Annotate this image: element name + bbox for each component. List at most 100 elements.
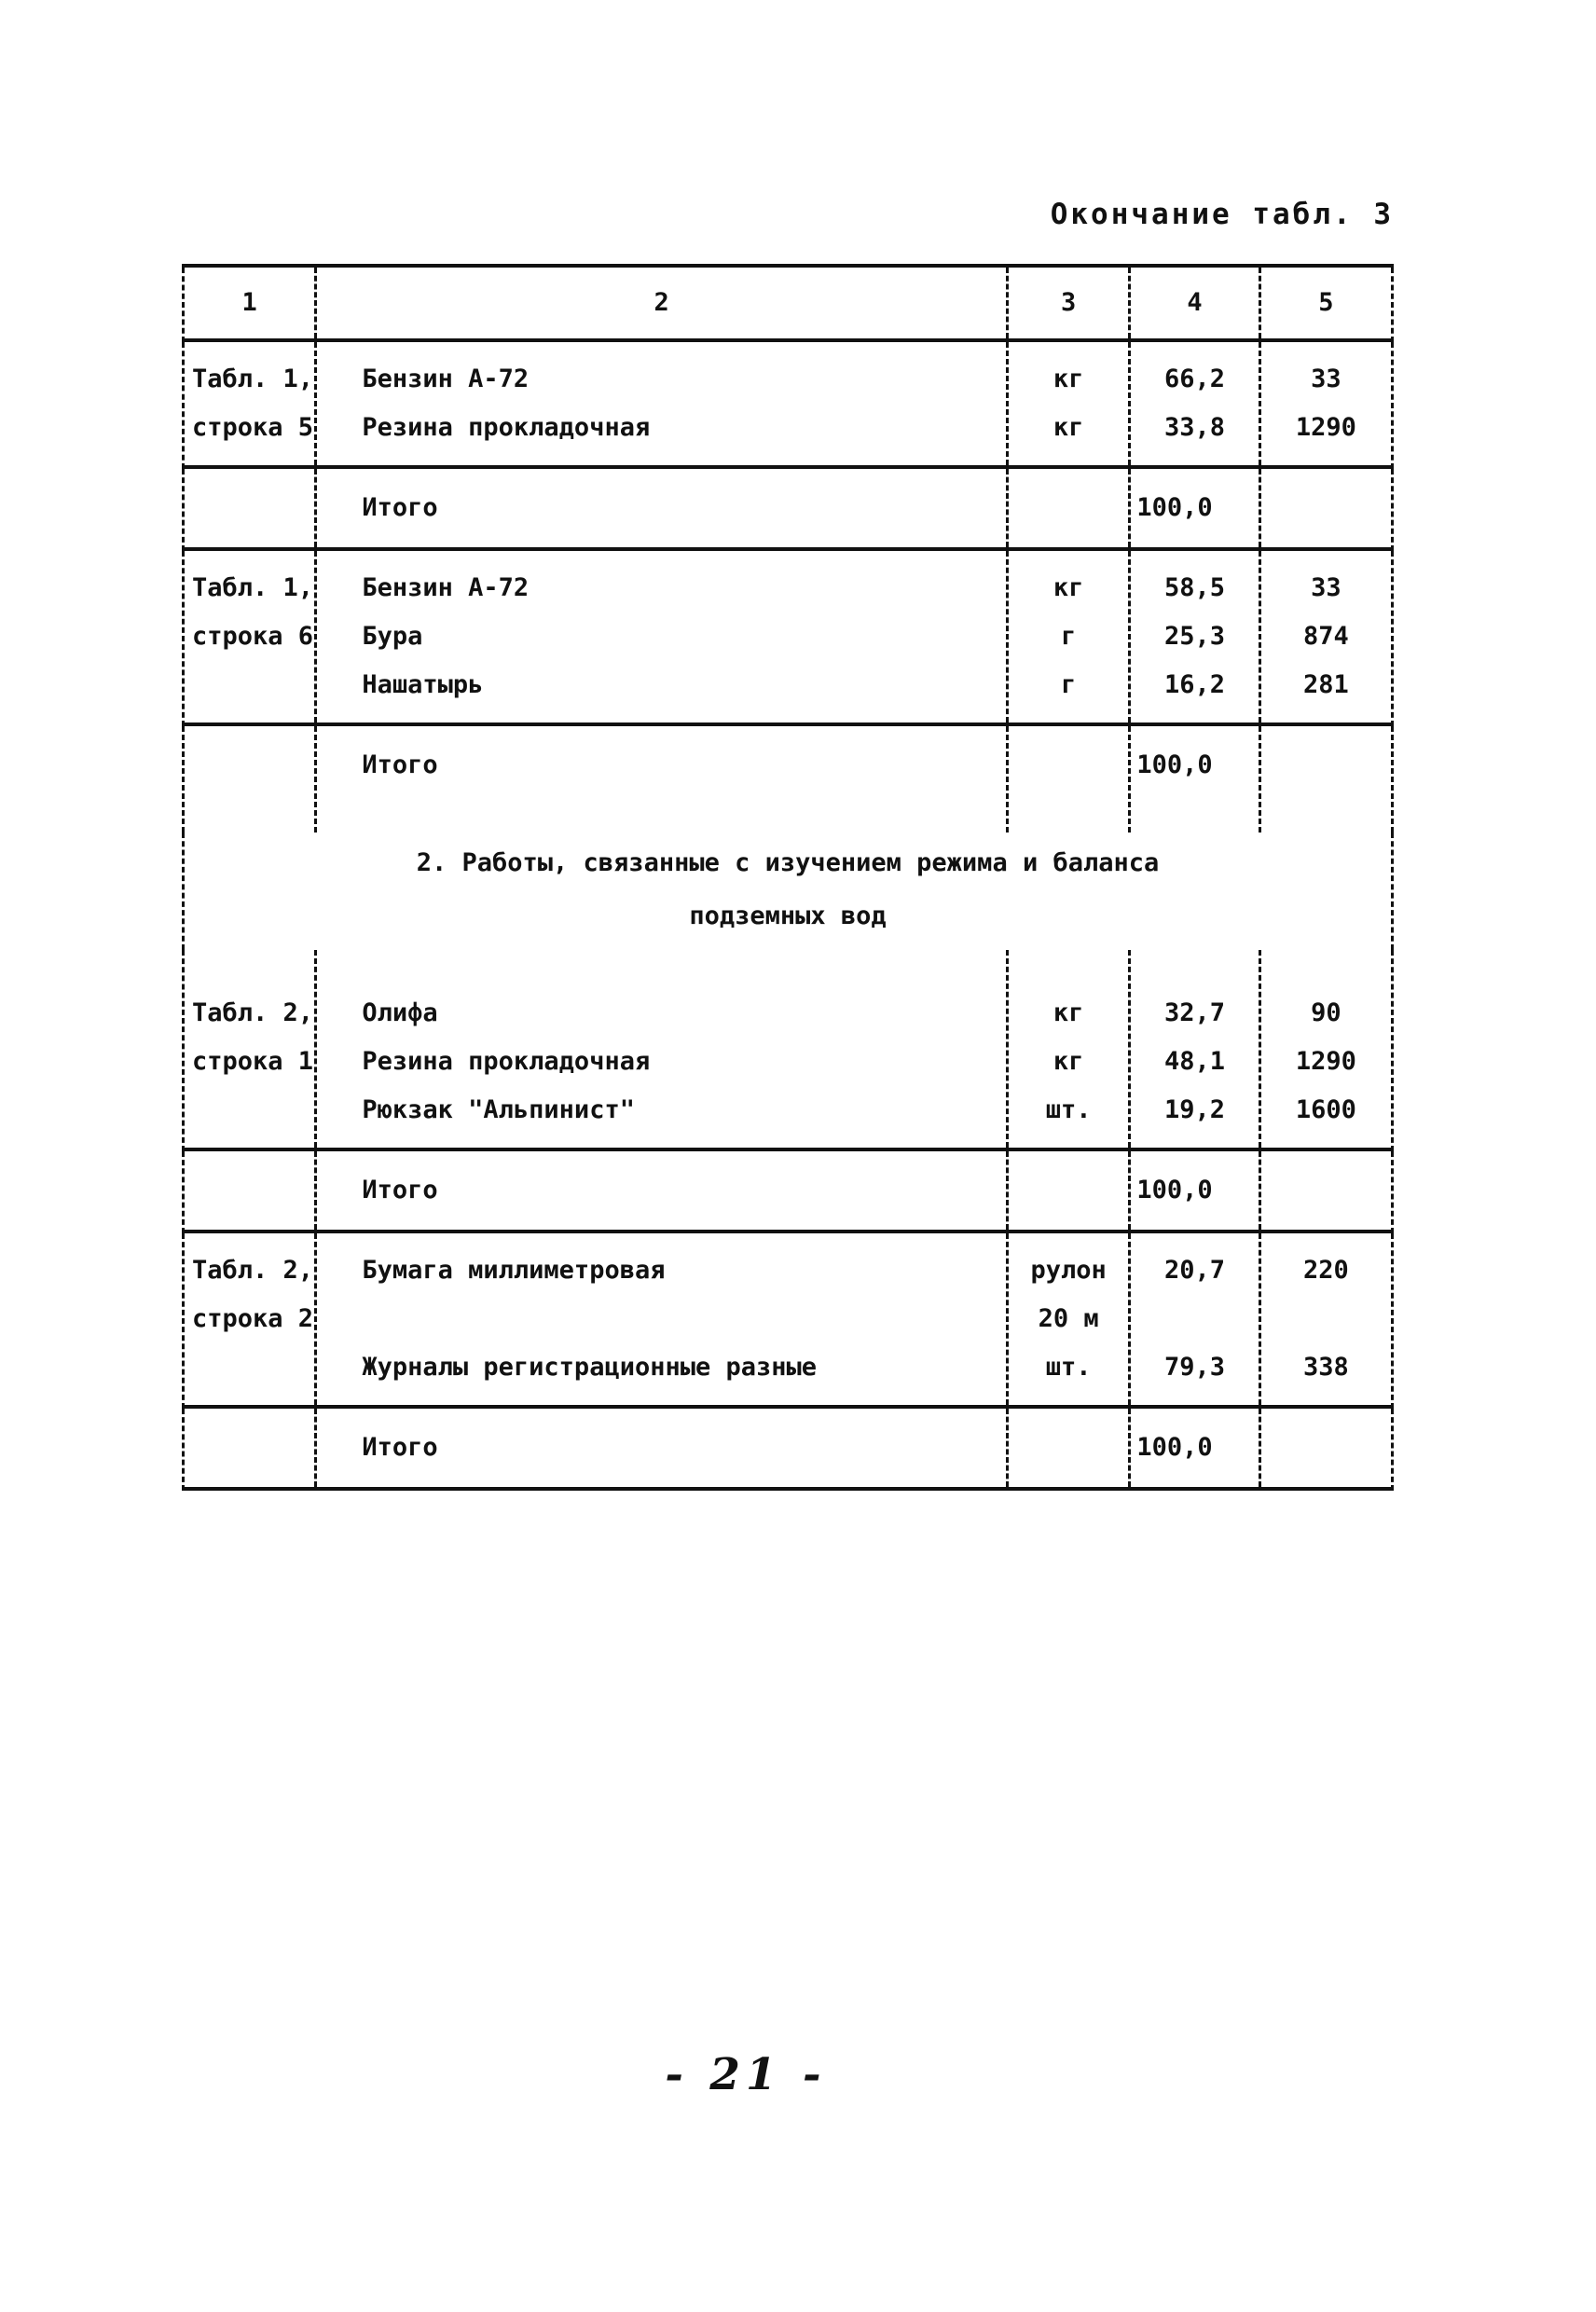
- column-header-cell: 2: [314, 268, 1006, 338]
- ref-cell: Табл. 1, строка 5: [185, 342, 314, 465]
- name-cell: Бензин А-72 Резина прокладочная: [314, 342, 1006, 465]
- name-cell: Итого: [314, 726, 1006, 833]
- table-text-line: 3: [1060, 288, 1077, 317]
- table-text-line: [1131, 1295, 1258, 1343]
- table-text-line: Итого: [362, 1433, 438, 1462]
- total-row: Итого 100,0: [182, 1151, 1394, 1233]
- table-text-line: строка 2: [192, 1304, 314, 1333]
- table-text-line: 874: [1302, 622, 1349, 651]
- table-text-line: Бензин А-72: [362, 365, 530, 393]
- table-text-line: кг: [1053, 1047, 1084, 1076]
- table-text-line: Итого: [362, 750, 438, 779]
- total-row: Итого 100,0: [182, 726, 1394, 833]
- section-heading-row: 2. Работы, связанные с изучением режима …: [182, 833, 1394, 950]
- price-cell: 33 874 281: [1258, 551, 1391, 722]
- data-row-group: Табл. 2, строка 1 Олифа Резина прокладочная…: [182, 950, 1394, 1151]
- name-cell: Олифа Резина прокладочная Рюкзак "Альпинис…: [314, 950, 1006, 1148]
- table-caption: Окончание табл. 3: [1050, 198, 1394, 231]
- table-text-line: 33: [1311, 365, 1341, 393]
- table-text-line: 220: [1302, 1256, 1349, 1285]
- data-row-group: Табл. 1, строка 5 Бензин А-72 Резина прокла…: [182, 342, 1394, 469]
- percent-cell: 100,0: [1128, 726, 1258, 833]
- table-text-line: 1290: [1295, 1047, 1356, 1076]
- table-text-line: кг: [1053, 998, 1084, 1027]
- price-cell: 220 338: [1258, 1233, 1391, 1405]
- table-text-line: 16,2: [1164, 670, 1226, 699]
- table-text-line: Резина прокладочная: [362, 1047, 651, 1076]
- name-cell: Итого: [314, 469, 1006, 547]
- materials-table: 1 2 3 4 5 Табл. 1, строка 5 Бензин А-72 Резина п…: [182, 264, 1394, 1491]
- percent-cell: 20,7 79,3: [1128, 1233, 1258, 1405]
- ref-cell: Табл. 2, строка 2: [185, 1233, 314, 1405]
- ref-cell: [185, 1409, 314, 1487]
- ref-cell: Табл. 1, строка 6: [185, 551, 314, 722]
- ref-cell: [185, 469, 314, 547]
- table-text-line: строка 6: [192, 622, 314, 651]
- percent-cell: 58,5 25,3 16,2: [1128, 551, 1258, 722]
- ref-cell: Табл. 2, строка 1: [185, 950, 314, 1148]
- table-text-line: 5: [1318, 288, 1334, 317]
- table-text-line: 2. Работы, связанные с изучением режима …: [416, 848, 1160, 877]
- data-row-group: Табл. 2, строка 2 Бумага миллиметровая Журн…: [182, 1233, 1394, 1409]
- section-heading: 2. Работы, связанные с изучением режима …: [185, 833, 1391, 950]
- table-text-line: 33,8: [1164, 413, 1226, 442]
- table-text-line: строка 1: [192, 1047, 314, 1076]
- percent-cell: 100,0: [1128, 1409, 1258, 1487]
- ref-cell: [185, 726, 314, 833]
- percent-cell: 66,2 33,8: [1128, 342, 1258, 465]
- table-text-line: Бензин А-72: [362, 573, 530, 602]
- total-row: Итого 100,0: [182, 469, 1394, 551]
- name-cell: Итого: [314, 1409, 1006, 1487]
- table-text-line: Резина прокладочная: [362, 413, 651, 442]
- table-header-row: 1 2 3 4 5: [182, 268, 1394, 342]
- table-text-line: шт.: [1045, 1095, 1092, 1124]
- price-cell: [1258, 1151, 1391, 1230]
- table-text-line: 20,7: [1164, 1256, 1226, 1285]
- unit-cell: [1005, 469, 1128, 547]
- table-text-line: 100,0: [1136, 493, 1213, 522]
- table-text-line: кг: [1053, 365, 1084, 393]
- table-text-line: [1261, 1295, 1391, 1343]
- column-header-cell: 1: [185, 268, 314, 338]
- table-text-line: 1290: [1295, 413, 1356, 442]
- table-text-line: 4: [1187, 288, 1203, 317]
- table-text-line: Бумага миллиметровая: [362, 1256, 666, 1285]
- percent-cell: 32,7 48,1 19,2: [1128, 950, 1258, 1148]
- table-text-line: 19,2: [1164, 1095, 1226, 1124]
- table-text-line: 100,0: [1136, 750, 1213, 779]
- table-text-line: 48,1: [1164, 1047, 1226, 1076]
- percent-cell: 100,0: [1128, 469, 1258, 547]
- table-text-line: 338: [1302, 1353, 1349, 1382]
- page-number: - 21 -: [665, 2049, 827, 2100]
- unit-cell: кг кг шт.: [1005, 950, 1128, 1148]
- price-cell: [1258, 469, 1391, 547]
- unit-cell: кг кг: [1005, 342, 1128, 465]
- table-text-line: 32,7: [1164, 998, 1226, 1027]
- table-text-line: строка 5: [192, 413, 314, 442]
- table-text-line: [362, 1295, 1006, 1343]
- table-text-line: Табл. 2,: [192, 998, 314, 1027]
- table-text-line: 33: [1311, 573, 1341, 602]
- percent-cell: 100,0: [1128, 1151, 1258, 1230]
- column-header-cell: 3: [1005, 268, 1128, 338]
- table-text-line: 66,2: [1164, 365, 1226, 393]
- data-row-group: Табл. 1, строка 6 Бензин А-72 Бура Нашатырь к…: [182, 551, 1394, 726]
- table-text-line: 281: [1302, 670, 1349, 699]
- table-text-line: г: [1061, 670, 1077, 699]
- table-text-line: Олифа: [362, 998, 438, 1027]
- table-text-line: 79,3: [1164, 1353, 1226, 1382]
- name-cell: Бумага миллиметровая Журналы регистрацион…: [314, 1233, 1006, 1405]
- table-text-line: 90: [1311, 998, 1341, 1027]
- table-text-line: Табл. 2,: [192, 1256, 314, 1285]
- column-header-cell: 4: [1128, 268, 1258, 338]
- table-text-line: 2: [654, 288, 669, 317]
- table-text-line: Бура: [362, 622, 423, 651]
- unit-cell: кг г г: [1005, 551, 1128, 722]
- column-header-cell: 5: [1258, 268, 1391, 338]
- table-text-line: шт.: [1045, 1353, 1092, 1382]
- table-text-line: Журналы регистрационные разные: [362, 1353, 818, 1382]
- ref-cell: [185, 1151, 314, 1230]
- price-cell: 33 1290: [1258, 342, 1391, 465]
- table-text-line: г: [1061, 622, 1077, 651]
- table-text-line: Табл. 1,: [192, 573, 314, 602]
